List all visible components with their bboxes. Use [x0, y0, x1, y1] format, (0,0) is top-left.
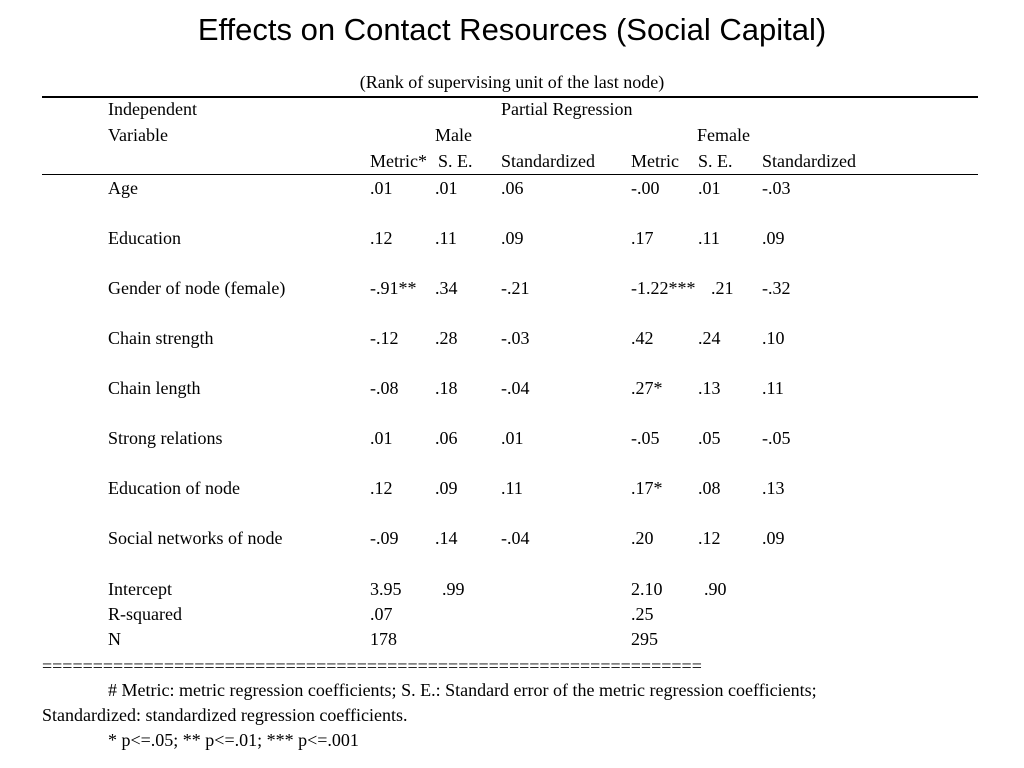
row-variable: Education [108, 228, 181, 248]
header-female-standardized: Standardized [762, 151, 856, 171]
intercept-label: Intercept [108, 579, 172, 599]
male-metric: -.08 [370, 378, 399, 398]
note-line-3: * p<=.05; ** p<=.01; *** p<=.001 [108, 730, 359, 750]
header-rule [42, 174, 978, 175]
table-row: Age .01 .01 .06 -.00 .01 -.03 [0, 177, 1024, 199]
female-metric: -1.22*** [631, 278, 696, 298]
rsquared-row: R-squared .07 .25 [0, 603, 1024, 625]
male-metric: -.12 [370, 328, 399, 348]
female-se: .11 [698, 228, 720, 248]
male-standardized: -.03 [501, 328, 530, 348]
female-metric: .17* [631, 478, 663, 498]
male-standardized: -.04 [501, 378, 530, 398]
male-standardized: .01 [501, 428, 524, 448]
intercept-female: 2.10 [631, 579, 663, 599]
intercept-male-se: .99 [442, 579, 465, 599]
male-standardized: -.21 [501, 278, 530, 298]
equals-separator: ========================================… [42, 656, 702, 676]
row-variable: Education of node [108, 478, 240, 498]
female-standardized: .09 [762, 528, 785, 548]
female-se: .05 [698, 428, 721, 448]
note-line-1: # Metric: metric regression coefficients… [108, 680, 817, 700]
female-standardized: .09 [762, 228, 785, 248]
top-rule [42, 96, 978, 98]
slide-title: Effects on Contact Resources (Social Cap… [197, 12, 827, 47]
table-row: Education of node .12 .09 .11 .17* .08 .… [0, 477, 1024, 499]
female-se: .12 [698, 528, 721, 548]
row-variable: Age [108, 178, 138, 198]
intercept-male: 3.95 [370, 579, 402, 599]
male-standardized: .11 [501, 478, 523, 498]
n-female: 295 [631, 629, 658, 649]
male-se: .18 [435, 378, 458, 398]
header-female-metric: Metric [631, 151, 679, 171]
female-standardized: -.05 [762, 428, 791, 448]
header-partial-regression: Partial Regression [501, 99, 633, 119]
header-male: Male [435, 125, 472, 145]
header-male-se: S. E. [438, 151, 473, 171]
rsquared-male: .07 [370, 604, 393, 624]
female-standardized: .13 [762, 478, 785, 498]
table-row: Social networks of node -.09 .14 -.04 .2… [0, 527, 1024, 549]
male-se: .09 [435, 478, 458, 498]
male-standardized: -.04 [501, 528, 530, 548]
row-variable: Strong relations [108, 428, 223, 448]
male-se: .01 [435, 178, 458, 198]
rsquared-female: .25 [631, 604, 654, 624]
female-se: .21 [711, 278, 734, 298]
male-se: .34 [435, 278, 458, 298]
male-metric: .01 [370, 428, 393, 448]
header-female-se: S. E. [698, 151, 733, 171]
male-metric: -.91** [370, 278, 417, 298]
female-metric: .20 [631, 528, 654, 548]
table-row: Chain length -.08 .18 -.04 .27* .13 .11 [0, 377, 1024, 399]
female-se: .13 [698, 378, 721, 398]
female-metric: .17 [631, 228, 654, 248]
female-se: .24 [698, 328, 721, 348]
intercept-row: Intercept 3.95 .99 2.10 .90 [0, 578, 1024, 600]
table-row: Gender of node (female) -.91** .34 -.21 … [0, 277, 1024, 299]
female-standardized: -.32 [762, 278, 791, 298]
male-metric: .12 [370, 478, 393, 498]
n-male: 178 [370, 629, 397, 649]
male-metric: -.09 [370, 528, 399, 548]
male-se: .28 [435, 328, 458, 348]
male-standardized: .06 [501, 178, 524, 198]
male-standardized: .09 [501, 228, 524, 248]
male-se: .11 [435, 228, 457, 248]
table-row: Strong relations .01 .06 .01 -.05 .05 -.… [0, 427, 1024, 449]
female-se: .08 [698, 478, 721, 498]
header-female: Female [697, 125, 750, 145]
female-metric: .27* [631, 378, 663, 398]
table-row: Education .12 .11 .09 .17 .11 .09 [0, 227, 1024, 249]
row-variable: Gender of node (female) [108, 278, 286, 298]
table-subtitle: (Rank of supervising unit of the last no… [359, 72, 665, 92]
header-male-metric: Metric* [370, 151, 427, 171]
male-se: .14 [435, 528, 458, 548]
row-variable: Chain length [108, 378, 201, 398]
female-standardized: .10 [762, 328, 785, 348]
female-metric: -.05 [631, 428, 660, 448]
row-variable: Chain strength [108, 328, 214, 348]
female-se: .01 [698, 178, 721, 198]
n-label: N [108, 629, 121, 649]
n-row: N 178 295 [0, 628, 1024, 650]
table-row: Chain strength -.12 .28 -.03 .42 .24 .10 [0, 327, 1024, 349]
male-metric: .12 [370, 228, 393, 248]
female-standardized: -.03 [762, 178, 791, 198]
header-independent: Independent [108, 99, 197, 119]
note-line-2: Standardized: standardized regression co… [42, 705, 408, 725]
intercept-female-se: .90 [704, 579, 727, 599]
header-variable: Variable [108, 125, 168, 145]
male-metric: .01 [370, 178, 393, 198]
female-metric: -.00 [631, 178, 660, 198]
rsquared-label: R-squared [108, 604, 182, 624]
male-se: .06 [435, 428, 458, 448]
header-male-standardized: Standardized [501, 151, 595, 171]
female-metric: .42 [631, 328, 654, 348]
row-variable: Social networks of node [108, 528, 283, 548]
female-standardized: .11 [762, 378, 784, 398]
